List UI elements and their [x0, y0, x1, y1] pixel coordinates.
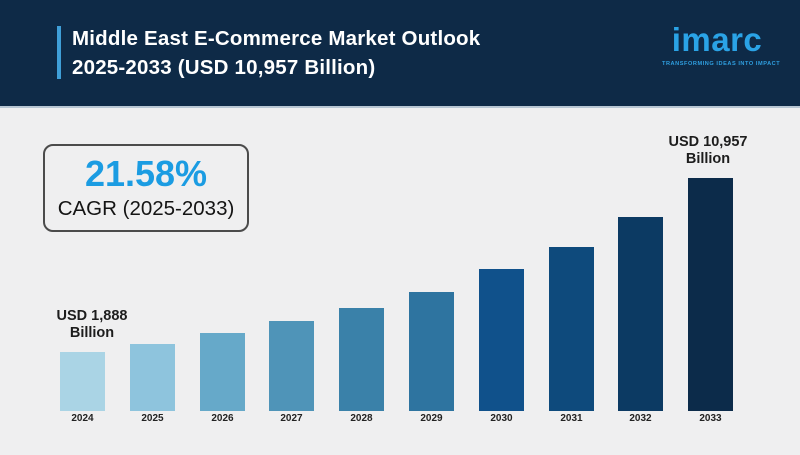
x-axis-label-2031: 2031 [560, 413, 583, 424]
x-axis-label-2028: 2028 [350, 413, 373, 424]
bar-2025 [130, 344, 175, 411]
bar-2030 [479, 269, 524, 411]
bar-chart: 2024 2025 2026 2027 2028 2029 2030 2031 2032 2033 [0, 110, 800, 455]
bar-2033 [688, 178, 733, 411]
x-axis-label-2033: 2033 [699, 413, 722, 424]
x-axis-label-2032: 2032 [629, 413, 652, 424]
chart-body: 21.58% CAGR (2025-2033) 2024 2025 2026 2027… [0, 110, 800, 455]
first-value-line2: Billion [69, 324, 115, 341]
last-value-line2: Billion [685, 150, 731, 167]
bar-2029 [409, 292, 454, 411]
page-title-line1: Middle East E-Commerce Market Outlook [72, 27, 481, 50]
logo-wordmark: imarc [671, 21, 763, 58]
x-axis-label-2025: 2025 [141, 413, 164, 424]
logo-tagline: TRANSFORMING IDEAS INTO IMPACT [662, 61, 781, 67]
page-title: Middle East E-Commerce Market Outlook 20… [72, 24, 480, 82]
first-value-line1: USD 1,888 [56, 308, 128, 324]
last-value-label: USD 10,957 Billion [638, 134, 778, 167]
title-accent-bar [57, 26, 61, 79]
last-value-line1: USD 10,957 [668, 134, 748, 150]
bar-2031 [549, 247, 594, 411]
x-axis-label-2026: 2026 [211, 413, 234, 424]
x-axis-label-2030: 2030 [490, 413, 513, 424]
bar-2032 [618, 217, 663, 411]
cagr-label: CAGR (2025-2033) [57, 197, 235, 220]
bar-2028 [339, 308, 384, 411]
bar-2024 [60, 352, 105, 411]
header: Middle East E-Commerce Market Outlook 20… [0, 0, 800, 108]
imarc-logo: imarc TRANSFORMING IDEAS INTO IMPACT [662, 21, 781, 68]
page-title-line2: 2025-2033 (USD 10,957 Billion) [72, 56, 376, 79]
first-value-label: USD 1,888 Billion [22, 308, 162, 341]
x-axis-label-2029: 2029 [420, 413, 443, 424]
cagr-value: 21.58% [84, 153, 208, 194]
bar-2026 [200, 333, 245, 411]
cagr-box: 21.58% CAGR (2025-2033) [43, 144, 249, 232]
x-axis-label-2027: 2027 [280, 413, 303, 424]
x-axis-label-2024: 2024 [71, 413, 94, 424]
bar-2027 [269, 321, 314, 411]
